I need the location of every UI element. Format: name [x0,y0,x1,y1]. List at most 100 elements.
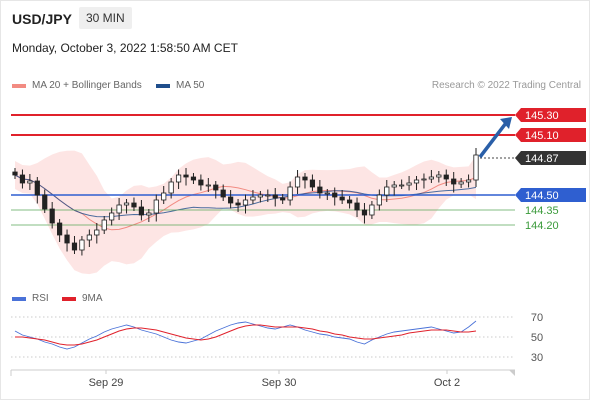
credit-text: Research © 2022 Trading Central [431,80,581,91]
candle-body [34,180,40,196]
legend-ma20-label: MA 20 + Bollinger Bands [32,80,142,91]
level-label-last: 144.87 [525,153,559,165]
candle-body [250,196,256,201]
level-label-pivot: 144.50 [525,190,559,202]
candle-body [228,196,234,204]
candle-body [332,192,338,198]
candle-body [57,222,63,236]
candle-body [339,196,345,201]
forecast-arrow-head [500,117,512,129]
candle-body [94,229,100,236]
level-label-box-last [515,151,586,165]
legend-ma20: MA 20 + Bollinger Bands [12,80,142,91]
candle-body [346,199,353,204]
candle-body [235,202,241,206]
candle-body [436,174,442,178]
candle-body [465,179,472,183]
candle-body [369,204,375,216]
candle-body [42,194,48,210]
candle-body [101,219,107,231]
candle-body [146,212,152,216]
legend-9ma-label: 9MA [82,293,103,304]
level-label-resistance: 145.30 [525,110,559,122]
candle-body [198,179,204,186]
legend-rsi-label: RSI [32,293,49,304]
ma20-line [14,174,477,231]
level-label-box-pivot [515,188,586,202]
rsi-level-label: 30 [531,352,543,364]
candle-body [190,176,197,181]
level-label-box-resistance [515,128,586,142]
level-label-support: 144.20 [525,220,559,232]
candle-body [443,174,449,180]
candle-body [242,199,249,206]
candle-body [361,209,368,216]
rsi-level-label: 50 [531,332,543,344]
candle-body [280,197,286,201]
candle-body [272,194,278,199]
legend-ma50: MA 50 [156,80,204,91]
candle-body [473,154,479,181]
candle-body [79,239,85,251]
candle-body [391,184,397,188]
candle-body [109,212,115,221]
legend-rsi: RSI [12,293,49,304]
candle-body [183,174,189,178]
legend-ma50-swatch [156,83,170,88]
timeframe-badge[interactable]: 30 MIN [79,7,132,29]
x-tick-label: Sep 30 [262,377,297,389]
x-tick-label: Sep 29 [89,377,124,389]
candle-body [168,181,174,194]
rsi-level-label: 70 [531,312,543,324]
candle-body [317,186,323,194]
candle-body [27,180,33,184]
legend-ma20-swatch [12,83,26,88]
candle-body [205,184,211,187]
candle-body [175,174,182,183]
candle-body [302,176,308,181]
level-label-box-resistance [515,108,586,122]
chart-datetime: Monday, October 3, 2022 1:58:50 AM CET [12,41,238,55]
candle-body [376,194,382,206]
legend-rsi-swatch [12,296,26,301]
candle-body [123,202,130,206]
candle-body [131,202,137,208]
candle-body [138,206,145,216]
candle-body [19,174,26,184]
level-label-resistance: 145.10 [525,130,559,142]
legend-9ma-swatch [62,296,76,301]
candle-body [153,199,159,214]
rsi-line [14,320,477,350]
time-axis-corner [509,370,515,376]
candle-body [71,242,78,251]
candle-body [64,234,70,244]
candle-body [257,194,263,198]
candle-body [161,192,167,201]
candle-body [213,184,219,191]
forecast-arrow-shaft [478,121,508,159]
x-tick-label: Oct 2 [434,377,460,389]
candle-body [12,171,18,176]
candle-body [220,189,226,198]
candle-body [324,192,330,195]
candle-body [354,202,360,211]
legend-ma50-label: MA 50 [176,80,205,91]
candle-body [309,179,316,188]
candle-body [413,179,420,184]
candle-body [406,182,412,186]
candle-body [294,176,301,188]
candle-body [421,178,427,181]
candle-body [49,208,55,224]
level-label-support: 144.35 [525,205,559,217]
candle-body [86,234,92,241]
candle-body [265,194,271,197]
rsi-9ma-line [15,324,477,346]
legend-9ma: 9MA [62,293,103,304]
candle-body [384,186,390,196]
candle-body [399,184,405,187]
candle-body [116,204,122,214]
candle-body [428,176,434,180]
candle-body [287,186,293,201]
candle-body [451,178,457,185]
